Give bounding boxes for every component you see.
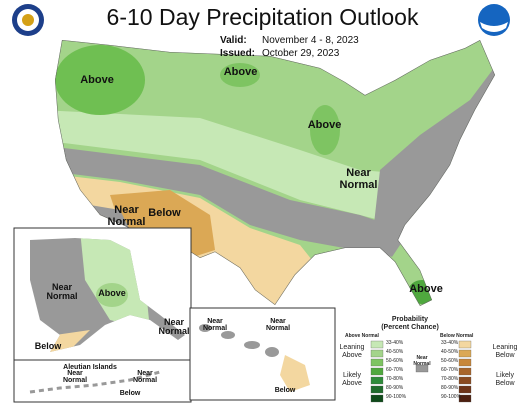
legend-header: Above Normal <box>345 333 379 339</box>
region-label: Above <box>307 119 342 131</box>
logo-left <box>12 4 44 36</box>
legend-swatch <box>370 340 384 349</box>
legend-range: 60-70% <box>386 367 404 373</box>
region-label: Near Normal <box>265 318 291 333</box>
region-label: Above <box>409 283 443 295</box>
region-label: Below <box>119 390 141 397</box>
legend-swatch <box>458 349 472 358</box>
legend-range: 60-70% <box>441 367 459 373</box>
legend-range: 40-50% <box>386 349 404 355</box>
legend-range: 40-50% <box>441 349 459 355</box>
region-label: Near Normal <box>202 318 228 333</box>
region-label: Below <box>274 387 296 394</box>
legend-range: 33-40% <box>386 340 404 346</box>
issued-label: Issued: <box>220 48 256 59</box>
legend-range: 50-60% <box>386 358 404 364</box>
valid-label: Valid: <box>220 35 247 46</box>
legend-range: 90-100% <box>386 394 407 400</box>
legend-group: Likely Above <box>342 372 362 387</box>
legend-swatches <box>370 340 472 403</box>
legend-title: Probability (Percent Chance) <box>381 316 439 331</box>
legend-group: Likely Below <box>495 372 515 387</box>
legend-range: 90-100% <box>441 394 462 400</box>
legend-swatch <box>415 364 429 373</box>
region-label: Aleutian Islands <box>63 364 117 371</box>
legend-swatch <box>370 394 384 403</box>
legend-swatch <box>458 358 472 367</box>
legend-swatch <box>458 394 472 403</box>
region-label: Above <box>80 74 114 86</box>
legend-near: Near Normal <box>413 355 431 367</box>
legend-swatch <box>458 367 472 376</box>
legend-range: 50-60% <box>441 358 459 364</box>
title: 6-10 Day Precipitation Outlook <box>106 4 419 30</box>
issued-date: October 29, 2023 <box>262 48 340 59</box>
legend-swatch <box>370 385 384 394</box>
region-label: Above <box>98 288 126 298</box>
legend-range: 70-80% <box>441 376 459 382</box>
hawaii <box>199 324 310 392</box>
legend-group: Leaning Above <box>339 344 365 359</box>
legend-swatch <box>370 349 384 358</box>
logo-right <box>478 4 510 36</box>
legend-swatch <box>458 376 472 385</box>
region-label: Near Normal <box>107 204 146 228</box>
legend-swatch <box>370 376 384 385</box>
region-label: Below <box>34 341 62 351</box>
region-label: Near Normal <box>158 317 190 337</box>
legend-swatch <box>458 340 472 349</box>
valid-dates: November 4 - 8, 2023 <box>262 35 359 46</box>
legend-group: Leaning Below <box>492 344 518 359</box>
legend-range: 33-40% <box>441 340 459 346</box>
legend-header: Below Normal <box>440 333 474 339</box>
aleutian-inset <box>13 359 192 403</box>
legend-range: 70-80% <box>386 376 404 382</box>
legend-swatch <box>370 358 384 367</box>
region-label: Below <box>148 207 181 219</box>
legend-range: 80-90% <box>386 385 404 391</box>
legend-swatch <box>370 367 384 376</box>
region-label: Near Normal <box>339 167 378 191</box>
region-label: Near Normal <box>46 282 78 302</box>
legend-swatch <box>458 385 472 394</box>
region-label: Near Normal <box>132 370 158 385</box>
region-label: Near Normal <box>62 370 88 385</box>
legend-range: 80-90% <box>441 385 459 391</box>
hawaii-inset <box>189 307 336 401</box>
region-label: Above <box>223 66 258 78</box>
aleutian-islands <box>29 370 161 394</box>
